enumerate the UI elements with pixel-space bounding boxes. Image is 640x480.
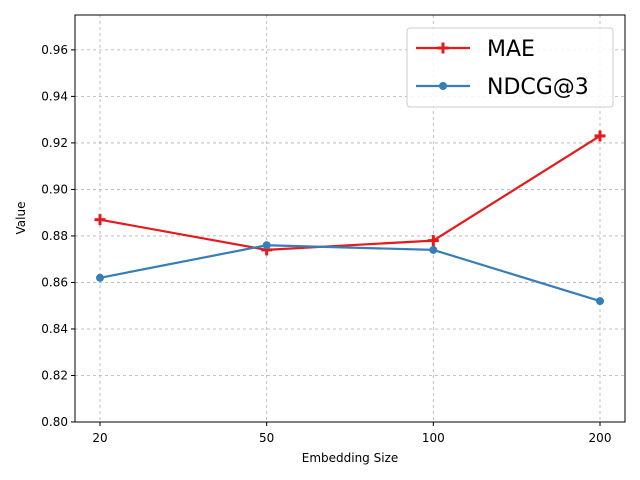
y-tick-label: 0.92: [41, 136, 68, 150]
ndcg-3-data-point: [429, 245, 438, 254]
x-tick-label: 20: [92, 431, 107, 445]
axis-ticks: 0.80 0.82 0.84 0.86 0.88 0.90 0.92 0.94 0.96 20 50…: [41, 43, 611, 445]
y-tick-label: 0.84: [41, 322, 68, 336]
mae-data-point: [427, 235, 439, 247]
y-tick-label: 0.82: [41, 368, 68, 382]
ndcg-3-series-line: [99, 244, 601, 303]
ndcg-3-data-point: [96, 273, 104, 282]
mae-legend-label: MAE: [487, 37, 535, 62]
series-layer: [94, 130, 606, 306]
ndcg-3-legend-label: NDCG@3: [487, 75, 589, 100]
axes-frame: [74, 14, 626, 423]
ndcg-3-data-point: [596, 297, 604, 306]
y-tick-label: 0.94: [41, 89, 68, 103]
y-tick-label: 0.80: [41, 415, 68, 429]
y-axis-label: Value: [14, 202, 28, 235]
y-tick-label: 0.88: [41, 229, 68, 243]
y-tick-label: 0.90: [41, 182, 68, 196]
mae-data-point: [94, 214, 106, 226]
mae-legend-marker: [437, 42, 449, 54]
mae-data-point: [594, 130, 606, 142]
legend: MAE NDCG@3: [406, 27, 614, 108]
x-tick-label: 200: [589, 431, 612, 445]
mae-series-line: [99, 135, 601, 251]
x-tick-label: 50: [259, 431, 274, 445]
y-tick-label: 0.96: [41, 43, 68, 57]
ndcg-3-data-point: [262, 241, 271, 250]
x-axis-label: Embedding Size: [302, 451, 399, 465]
ndcg-3-legend-marker: [439, 82, 447, 90]
x-tick-label: 100: [422, 431, 445, 445]
y-tick-label: 0.86: [41, 275, 68, 289]
